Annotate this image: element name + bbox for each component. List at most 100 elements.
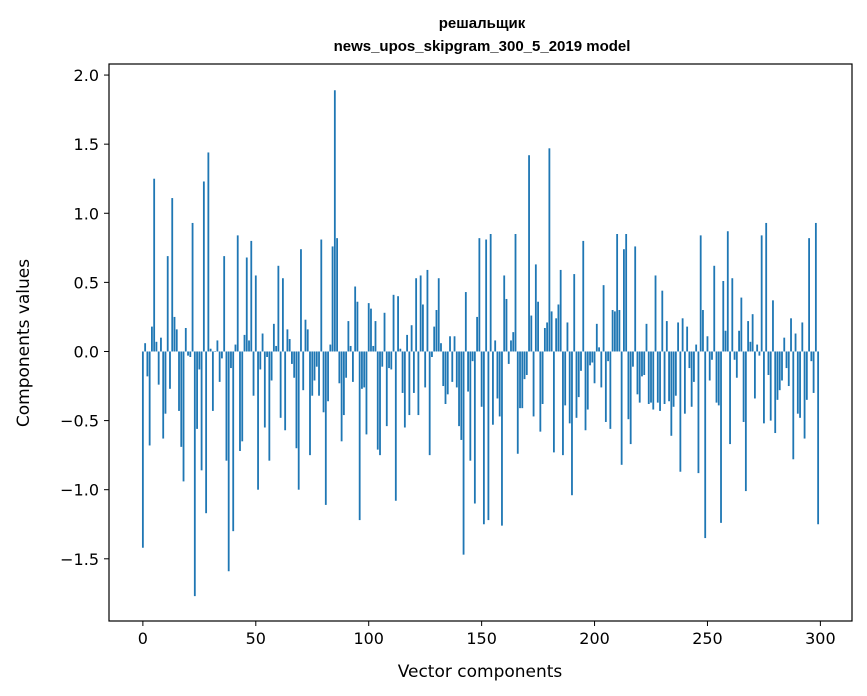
bar-288	[792, 351, 795, 460]
bar-112	[394, 351, 397, 501]
bar-208	[611, 310, 614, 352]
bar-8	[160, 337, 162, 352]
bar-34	[218, 351, 221, 382]
bar-192	[575, 351, 578, 418]
bar-233	[668, 351, 670, 402]
bar-226	[652, 351, 655, 410]
bar-103	[374, 321, 377, 352]
bar-144	[467, 351, 469, 392]
bar-194	[580, 351, 582, 371]
y-tick-label: 0.5	[74, 273, 99, 292]
bar-100	[367, 303, 370, 352]
bar-137	[451, 351, 454, 382]
bar-258	[724, 330, 727, 352]
bar-293	[803, 351, 806, 439]
bar-53	[261, 333, 264, 352]
bar-189	[568, 351, 571, 424]
bar-48	[250, 240, 253, 352]
bar-176	[539, 351, 542, 432]
bar-11	[166, 256, 169, 352]
bar-247	[699, 235, 702, 352]
bar-128	[431, 351, 433, 358]
bar-76	[313, 351, 316, 381]
x-tick-label: 100	[353, 629, 384, 648]
bar-30	[209, 348, 212, 352]
bar-82	[327, 351, 329, 402]
bar-153	[487, 351, 490, 521]
bar-181	[550, 311, 553, 352]
bar-75	[311, 351, 314, 396]
bar-7	[157, 351, 160, 385]
bar-10	[164, 351, 167, 414]
bar-298	[814, 222, 817, 352]
bar-160	[503, 275, 506, 352]
bar-213	[623, 249, 625, 352]
bar-69	[297, 351, 300, 490]
bar-188	[566, 322, 569, 352]
bar-4	[151, 326, 153, 352]
bar-228	[656, 351, 659, 403]
bar-198	[589, 351, 591, 366]
bar-295	[808, 238, 810, 352]
bar-120	[412, 351, 415, 393]
bar-157	[496, 351, 499, 399]
bar-232	[665, 321, 668, 352]
bar-110	[390, 351, 393, 370]
bar-29	[207, 152, 210, 352]
bar-177	[541, 351, 544, 404]
y-tick-label: 1.0	[74, 204, 99, 223]
bar-207	[609, 351, 612, 429]
bar-219	[636, 351, 639, 395]
bar-200	[593, 351, 596, 384]
bar-67	[293, 351, 296, 378]
bar-248	[702, 310, 704, 352]
bar-175	[537, 301, 539, 352]
bar-243	[690, 351, 693, 407]
bar-13	[171, 198, 174, 352]
x-axis-label: Vector components	[398, 662, 563, 682]
bar-124	[422, 304, 424, 352]
bar-5	[153, 178, 156, 352]
y-tick-label: −1.5	[60, 550, 99, 569]
bar-299	[817, 351, 820, 525]
bar-117	[406, 334, 409, 352]
x-tick-label: 150	[466, 629, 497, 648]
chart-title-line-1: решальщик	[439, 15, 526, 32]
bar-206	[607, 351, 609, 362]
bar-171	[528, 155, 530, 352]
bar-74	[309, 351, 311, 456]
bar-251	[708, 351, 711, 381]
bar-151	[482, 351, 485, 525]
bar-2	[146, 351, 149, 377]
bar-183	[555, 318, 558, 352]
bar-210	[616, 234, 619, 352]
bar-250	[706, 336, 709, 352]
bar-9	[162, 351, 165, 439]
bar-220	[638, 351, 641, 403]
bar-267	[744, 351, 747, 492]
bar-263	[735, 351, 738, 378]
bar-101	[370, 308, 372, 352]
y-tick-label: 2.0	[74, 66, 99, 85]
bar-46	[245, 257, 248, 352]
bar-102	[372, 345, 375, 352]
bar-178	[543, 327, 546, 352]
bar-268	[747, 321, 750, 352]
bar-253	[713, 265, 716, 352]
bar-270	[751, 314, 754, 352]
bar-104	[376, 351, 379, 450]
bar-170	[525, 351, 528, 375]
bar-59	[275, 345, 278, 352]
bar-240	[683, 351, 686, 414]
bar-285	[785, 351, 788, 369]
bar-33	[216, 340, 219, 352]
bar-106	[381, 351, 384, 367]
bar-158	[498, 351, 501, 417]
bar-93	[352, 351, 354, 382]
bar-297	[812, 351, 815, 393]
bar-32	[214, 351, 217, 352]
bar-209	[613, 311, 616, 352]
bar-167	[519, 351, 521, 409]
bar-99	[365, 351, 368, 435]
